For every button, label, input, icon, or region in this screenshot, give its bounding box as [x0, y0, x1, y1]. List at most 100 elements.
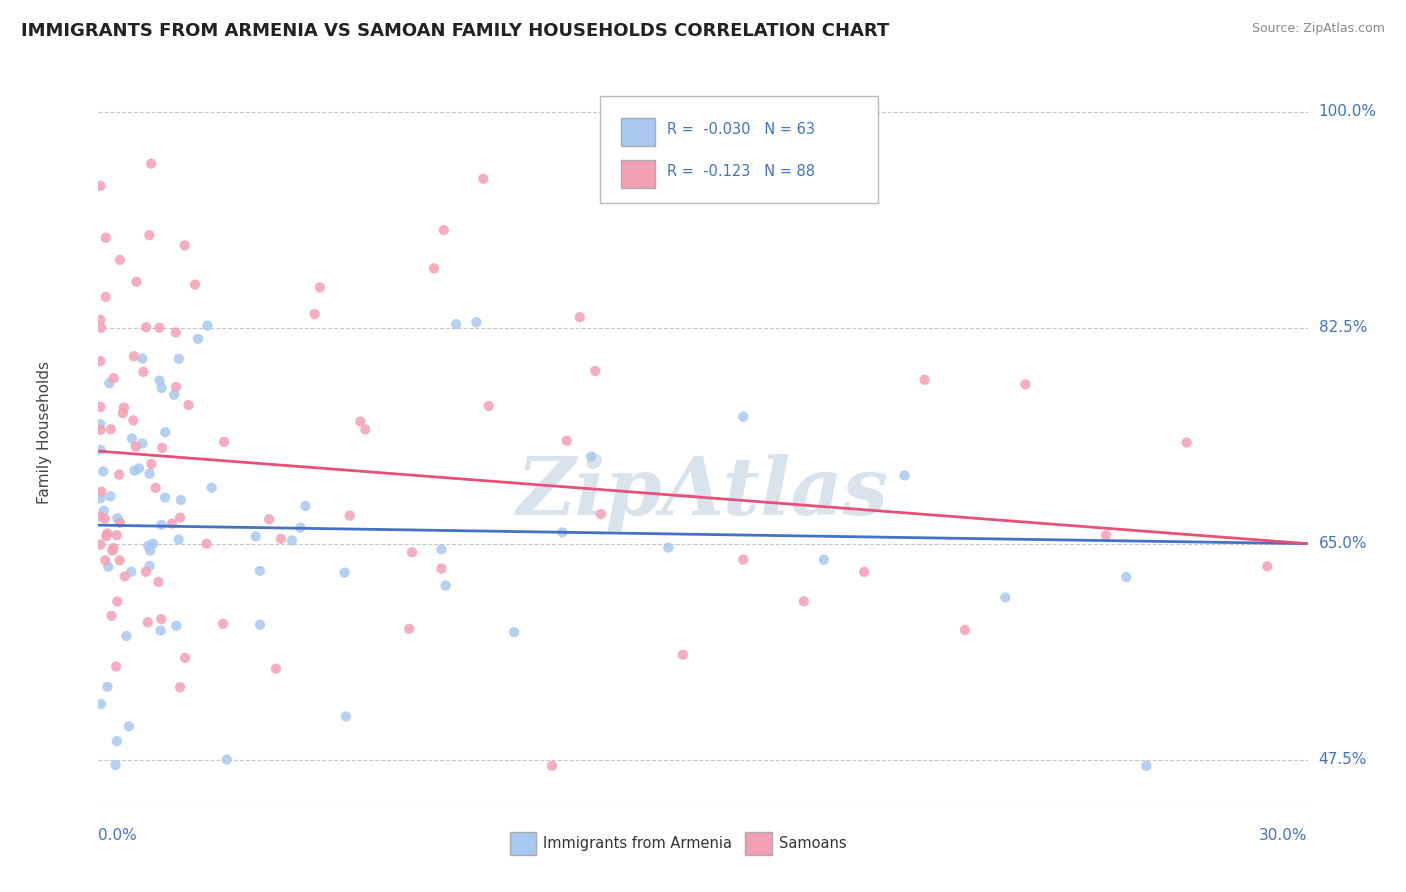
Point: [108, 252, 131, 267]
Text: 100.0%: 100.0%: [1319, 104, 1376, 120]
Point: [249, 617, 271, 632]
Point: [309, 280, 332, 294]
Point: [994, 591, 1017, 605]
Point: [150, 612, 173, 626]
Text: Source: ZipAtlas.com: Source: ZipAtlas.com: [1251, 22, 1385, 36]
Point: [249, 564, 271, 578]
Point: [138, 558, 160, 573]
Point: [444, 318, 467, 332]
Point: [148, 320, 170, 334]
Point: [104, 758, 127, 772]
Point: [131, 351, 153, 366]
Text: R =  -0.123   N = 88: R = -0.123 N = 88: [666, 164, 814, 179]
Point: [103, 541, 125, 555]
Point: [169, 680, 191, 694]
Point: [98, 376, 121, 391]
Point: [195, 537, 218, 551]
Point: [914, 373, 936, 387]
Point: [108, 553, 131, 567]
FancyBboxPatch shape: [621, 118, 655, 145]
Point: [145, 481, 167, 495]
Point: [97, 559, 120, 574]
Point: [132, 365, 155, 379]
Point: [89, 491, 111, 506]
Point: [138, 228, 160, 243]
Point: [89, 400, 111, 414]
FancyBboxPatch shape: [509, 832, 536, 855]
Point: [335, 709, 357, 723]
Point: [155, 425, 177, 440]
Point: [89, 538, 111, 552]
Point: [173, 238, 195, 252]
Point: [257, 512, 280, 526]
Point: [89, 442, 111, 457]
Point: [136, 539, 159, 553]
Point: [583, 364, 606, 378]
Point: [100, 489, 122, 503]
Point: [100, 608, 122, 623]
Point: [472, 171, 495, 186]
Point: [122, 413, 145, 427]
Point: [139, 543, 162, 558]
Point: [433, 223, 456, 237]
Text: 82.5%: 82.5%: [1319, 320, 1367, 335]
Text: R =  -0.030   N = 63: R = -0.030 N = 63: [666, 122, 814, 137]
Point: [294, 499, 316, 513]
Point: [105, 659, 128, 673]
FancyBboxPatch shape: [621, 160, 655, 187]
Point: [1115, 570, 1137, 584]
Point: [813, 553, 835, 567]
Point: [187, 332, 209, 346]
Point: [333, 566, 356, 580]
Point: [657, 541, 679, 555]
Point: [115, 629, 138, 643]
Point: [160, 516, 183, 531]
Point: [423, 261, 446, 276]
Point: [264, 662, 287, 676]
Point: [141, 156, 163, 170]
Point: [953, 623, 976, 637]
Point: [270, 532, 292, 546]
Point: [165, 326, 187, 340]
Point: [94, 511, 117, 525]
Point: [135, 320, 157, 334]
Point: [551, 525, 574, 540]
FancyBboxPatch shape: [600, 95, 879, 203]
Point: [89, 417, 111, 432]
Point: [1095, 528, 1118, 542]
Point: [96, 529, 118, 543]
Point: [579, 450, 602, 464]
Point: [90, 320, 112, 334]
Point: [94, 290, 117, 304]
Point: [89, 509, 111, 524]
Point: [245, 529, 267, 543]
Point: [503, 625, 526, 640]
Point: [281, 533, 304, 548]
Point: [107, 511, 129, 525]
Point: [103, 371, 125, 385]
Point: [93, 504, 115, 518]
Point: [184, 277, 207, 292]
Point: [120, 565, 142, 579]
Point: [672, 648, 695, 662]
Point: [105, 528, 128, 542]
Point: [101, 543, 124, 558]
Point: [304, 307, 326, 321]
Point: [589, 507, 612, 521]
FancyBboxPatch shape: [745, 832, 772, 855]
Point: [136, 615, 159, 630]
Point: [125, 275, 148, 289]
Point: [142, 537, 165, 551]
Point: [105, 594, 128, 608]
Point: [165, 618, 187, 632]
Point: [150, 381, 173, 395]
Point: [1175, 435, 1198, 450]
Text: Samoans: Samoans: [779, 836, 846, 851]
Text: 65.0%: 65.0%: [1319, 536, 1367, 551]
Point: [105, 734, 128, 748]
Point: [290, 521, 312, 535]
Point: [96, 526, 118, 541]
Point: [354, 422, 377, 436]
Point: [212, 616, 235, 631]
Point: [398, 622, 420, 636]
